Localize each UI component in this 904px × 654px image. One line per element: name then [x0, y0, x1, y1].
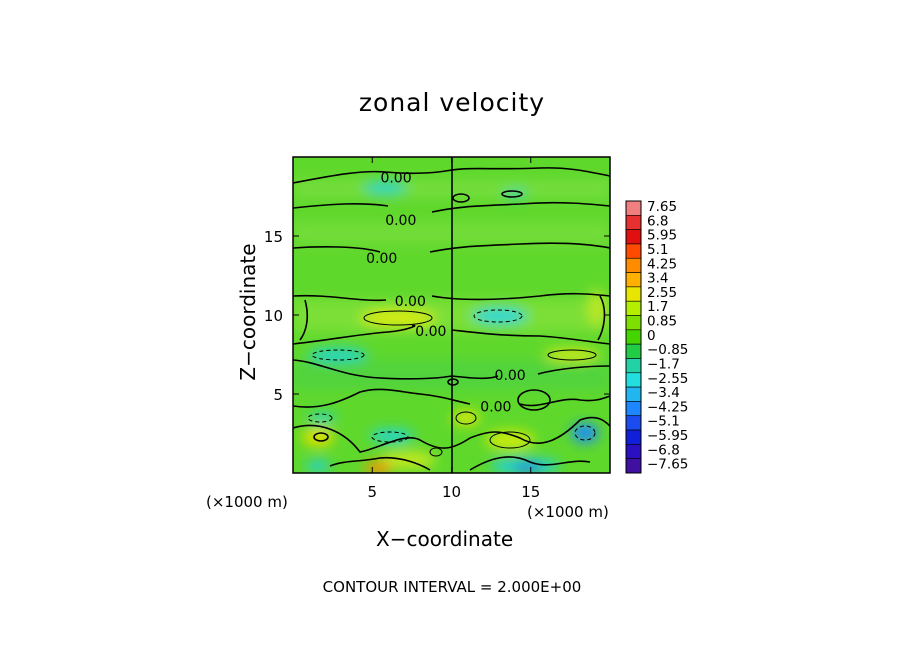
positive-contours — [363, 310, 597, 457]
colorbar-label: 2.55 — [647, 285, 677, 301]
x-axis-label: X−coordinate — [376, 527, 514, 551]
colorbar: 7.656.85.955.14.253.42.551.70.850−0.85−1… — [625, 199, 688, 474]
chart-title: zonal velocity — [358, 88, 546, 117]
colorbar-swatch — [625, 257, 642, 273]
colorbar-label: 5.1 — [647, 242, 668, 258]
colorbar-swatch — [625, 343, 642, 359]
contour-line-3 — [293, 242, 610, 253]
colorbar-swatch — [625, 401, 642, 417]
contour-labels: 0.00 0.00 0.00 0.00 0.00 0.00 0.00 — [366, 171, 526, 416]
colorbar-label: −7.65 — [647, 457, 688, 473]
contour-line-2 — [293, 201, 610, 213]
contour-label: 0.00 — [385, 213, 416, 229]
contour-label: 0.00 — [480, 400, 511, 416]
x-tick-label: 15 — [521, 483, 540, 501]
y-tick-label: 5 — [273, 386, 283, 404]
colorbar-label: 7.65 — [647, 199, 677, 215]
contour-edge-loops — [299, 295, 606, 341]
colorbar-label: −0.85 — [647, 342, 688, 358]
contour-label: 0.00 — [495, 368, 526, 384]
zero-contours — [293, 167, 610, 471]
contour-label: 0.00 — [395, 294, 426, 310]
contour-line-9 — [329, 456, 591, 471]
colorbar-label: 3.4 — [647, 271, 668, 287]
colorbar-swatch — [625, 415, 642, 431]
colorbar-swatch — [625, 243, 642, 259]
x-axis: 5 10 15 — [367, 157, 540, 501]
contour-loop-2 — [452, 193, 470, 203]
x-tick-label: 5 — [367, 483, 377, 501]
colorbar-swatch — [625, 458, 642, 474]
colorbar-label: −4.25 — [647, 399, 688, 415]
colorbar-swatch — [625, 315, 642, 331]
colorbar-label: −5.95 — [647, 428, 688, 444]
contour-line-6 — [293, 359, 610, 380]
contour-line-4 — [293, 292, 610, 302]
colorbar-label: −2.55 — [647, 371, 688, 387]
colorbar-label: −1.7 — [647, 356, 680, 372]
colorbar-swatch — [625, 429, 642, 445]
colorbar-swatch — [625, 200, 642, 216]
colorbar-swatch — [625, 300, 642, 316]
colorbar-label: 0.85 — [647, 314, 677, 330]
colorbar-label: −3.4 — [647, 385, 680, 401]
colorbar-label: −6.8 — [647, 442, 680, 458]
colorbar-swatch — [625, 444, 642, 459]
y-tick-label: 10 — [264, 307, 283, 325]
y-axis: 5 10 15 — [264, 228, 610, 404]
colorbar-swatch — [625, 272, 642, 288]
colorbar-swatch — [625, 229, 642, 245]
colorbar-label: 4.25 — [647, 256, 677, 272]
colorbar-swatch — [625, 329, 642, 345]
colorbar-swatch — [625, 386, 642, 402]
contour-loop-5 — [313, 432, 329, 442]
contour-loop-4 — [517, 389, 551, 411]
x-axis-unit-right: (×1000 m) — [527, 503, 609, 521]
contour-label: 0.00 — [366, 251, 397, 267]
contour-line-8 — [293, 416, 610, 453]
colorbar-label: −5.1 — [647, 414, 680, 430]
colorbar-swatch — [625, 358, 642, 374]
contour-interval-note: CONTOUR INTERVAL = 2.000E+00 — [322, 578, 582, 596]
colorbar-swatch — [625, 286, 642, 302]
colorbar-swatch — [625, 215, 642, 230]
colorbar-swatch — [625, 372, 642, 388]
colorbar-label: 5.95 — [647, 228, 677, 244]
y-tick-label: 15 — [264, 228, 283, 246]
colorbar-label: 0 — [647, 328, 656, 344]
contour-line-5 — [293, 324, 610, 345]
x-axis-unit-left: (×1000 m) — [206, 493, 288, 511]
negative-contours — [307, 309, 596, 443]
contour-line-7 — [293, 388, 610, 408]
contour-loop-1 — [501, 190, 523, 198]
contour-loop-3 — [447, 378, 459, 386]
colorbar-label: 1.7 — [647, 299, 668, 315]
colorbar-frame — [625, 200, 642, 474]
contour-label: 0.00 — [415, 324, 446, 340]
contour-label: 0.00 — [380, 171, 411, 187]
x-tick-label: 10 — [442, 483, 461, 501]
velocity-field: 0.00 0.00 0.00 0.00 0.00 0.00 0.00 — [293, 157, 610, 473]
colorbar-label: 6.8 — [647, 213, 668, 229]
